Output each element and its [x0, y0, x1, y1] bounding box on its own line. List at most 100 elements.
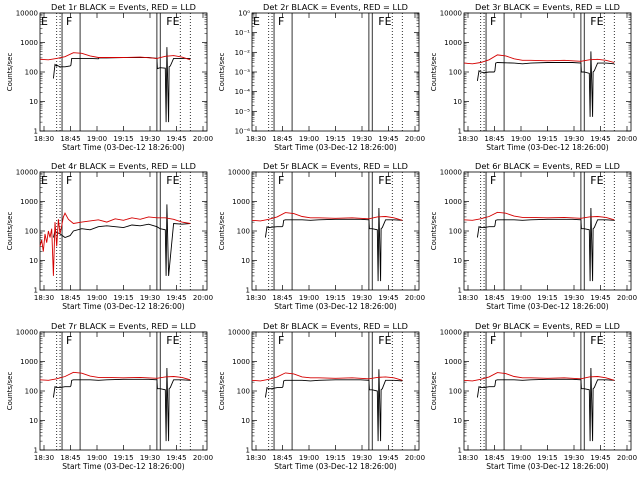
y-tick-label: 100 [25, 388, 38, 396]
x-axis-label: Start Time (03-Dec-12 18:26:00) [274, 143, 396, 152]
panel-det-4r: Det 4r BLACK = Events, RED = LLD 1 10 100 10… [6, 161, 213, 311]
axes-frame [251, 12, 420, 132]
lld-series-line [39, 52, 191, 61]
x-tick-label: 19:15 [325, 135, 345, 143]
x-tick-label: 19:15 [113, 135, 133, 143]
flag-label: F [278, 174, 284, 187]
x-tick-label: 20:00 [617, 454, 637, 462]
y-tick-label: 1 [34, 287, 38, 295]
panel-det-2r: Det 2r BLACK = Events, RED = LLD 10⁻⁶ 10⁻⁵… [218, 2, 425, 152]
flag-label: FE [590, 334, 603, 347]
x-tick-label: 19:45 [378, 454, 398, 462]
x-axis-label: Start Time (03-Dec-12 18:26:00) [486, 143, 608, 152]
x-tick-label: 19:30 [140, 294, 160, 302]
events-series-line [476, 51, 615, 117]
y-tick-label: 1000 [444, 39, 462, 47]
y-tick-label: 100 [237, 388, 250, 396]
flag-label: F [278, 15, 284, 28]
flag-label: E [41, 174, 48, 187]
x-tick-label: 19:45 [166, 454, 186, 462]
flag-label: FE [166, 174, 179, 187]
x-tick-label: 19:30 [140, 135, 160, 143]
lld-series-line [251, 372, 403, 382]
x-tick-label: 18:30 [246, 135, 266, 143]
x-tick-label: 19:45 [590, 454, 610, 462]
x-tick-label: 19:15 [113, 294, 133, 302]
y-tick-label: 100 [25, 69, 38, 77]
x-tick-label: 18:45 [272, 454, 292, 462]
y-tick-label: 100 [25, 228, 38, 236]
x-tick-label: 19:00 [87, 454, 107, 462]
x-tick-label: 18:45 [60, 454, 80, 462]
lld-series-line [39, 371, 191, 381]
events-series-line [476, 367, 615, 442]
panel-title: Det 3r BLACK = Events, RED = LLD [475, 2, 620, 12]
x-tick-label: 18:30 [34, 294, 54, 302]
y-tick-label: 1000 [232, 358, 250, 366]
y-tick-label: 1 [458, 128, 462, 136]
axes-frame [39, 12, 208, 132]
flag-label: F [490, 174, 496, 187]
panel-title: Det 7r BLACK = Events, RED = LLD [51, 321, 196, 331]
panel-title: Det 2r BLACK = Events, RED = LLD [263, 2, 408, 12]
y-tick-label: 10 [29, 257, 38, 265]
y-axis-label: Counts/sec [430, 372, 438, 411]
x-tick-label: 19:45 [590, 294, 610, 302]
y-tick-label: 10⁻⁵ [235, 108, 251, 116]
panel-title: Det 8r BLACK = Events, RED = LLD [263, 321, 408, 331]
x-tick-label: 19:00 [299, 294, 319, 302]
events-series-line [52, 47, 191, 123]
y-tick-label: 10⁻⁶ [235, 128, 251, 136]
y-tick-label: 10000 [440, 329, 462, 337]
panel-title: Det 5r BLACK = Events, RED = LLD [263, 161, 408, 171]
axes-frame [251, 171, 420, 291]
x-tick-label: 19:30 [352, 135, 372, 143]
y-tick-label: 10⁻² [235, 49, 251, 57]
y-tick-label: 1000 [444, 198, 462, 206]
y-axis-label: Counts/sec [6, 212, 14, 251]
x-tick-label: 19:15 [537, 454, 557, 462]
y-tick-label: 10000 [16, 10, 38, 18]
y-tick-label: 1 [458, 287, 462, 295]
y-tick-label: 100 [449, 69, 462, 77]
x-tick-label: 19:00 [511, 454, 531, 462]
x-tick-label: 19:00 [511, 135, 531, 143]
panel-title: Det 6r BLACK = Events, RED = LLD [475, 161, 620, 171]
y-tick-label: 10 [453, 98, 462, 106]
y-tick-label: 1000 [20, 39, 38, 47]
x-tick-label: 19:15 [537, 135, 557, 143]
y-tick-label: 1 [458, 447, 462, 455]
x-tick-label: 19:30 [564, 135, 584, 143]
x-tick-label: 19:45 [378, 135, 398, 143]
x-tick-label: 19:00 [87, 294, 107, 302]
events-series-line [52, 204, 191, 276]
panel-det-3r: Det 3r BLACK = Events, RED = LLD 1 10 100 10… [430, 2, 637, 152]
events-series-line [52, 367, 191, 442]
x-tick-label: 19:00 [87, 135, 107, 143]
flag-label: E [41, 15, 48, 28]
flag-label: FE [166, 334, 179, 347]
events-series-line [264, 369, 403, 442]
y-tick-label: 10 [29, 98, 38, 106]
x-tick-label: 19:45 [378, 294, 398, 302]
x-axis-label: Start Time (03-Dec-12 18:26:00) [486, 462, 608, 471]
x-tick-label: 18:30 [34, 135, 54, 143]
x-tick-label: 19:15 [113, 454, 133, 462]
panel-det-5r: Det 5r BLACK = Events, RED = LLD 1 10 100 10… [218, 161, 425, 311]
x-tick-label: 19:30 [352, 454, 372, 462]
x-tick-label: 20:00 [405, 454, 425, 462]
y-tick-label: 10 [241, 417, 250, 425]
y-tick-label: 100 [449, 388, 462, 396]
flag-label: FE [378, 334, 391, 347]
x-tick-label: 19:30 [564, 454, 584, 462]
y-tick-label: 10000 [16, 329, 38, 337]
y-tick-label: 1000 [20, 198, 38, 206]
panel-det-8r: Det 8r BLACK = Events, RED = LLD 1 10 100 10… [218, 321, 425, 471]
axes-frame [39, 331, 208, 451]
x-tick-label: 18:30 [458, 294, 478, 302]
axes-frame [463, 171, 632, 291]
x-tick-label: 19:15 [325, 294, 345, 302]
lld-series-line [39, 212, 191, 276]
y-tick-label: 1 [34, 128, 38, 136]
